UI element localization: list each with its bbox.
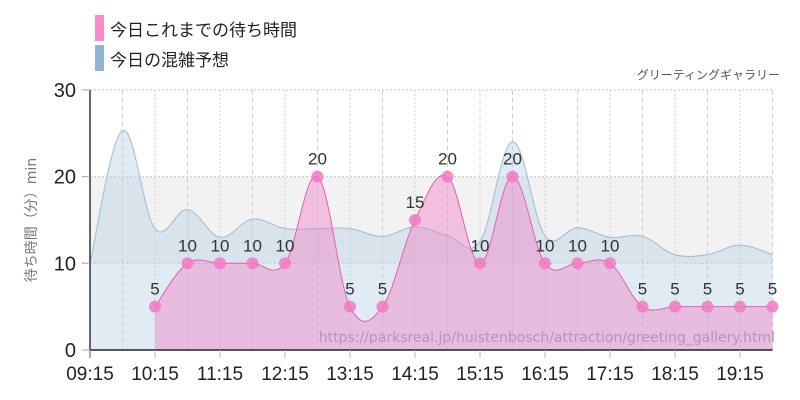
data-point[interactable] — [734, 300, 746, 313]
legend: 今日これまでの待ち時間 今日の混雑予想 — [95, 13, 297, 73]
x-tick-label: 18:15 — [651, 364, 699, 385]
data-value-label: 5 — [703, 280, 712, 299]
y-tick-label: 30 — [54, 80, 76, 102]
legend-label-actual: 今日これまでの待ち時間 — [110, 20, 297, 41]
y-tick-label: 0 — [65, 340, 76, 362]
data-value-label: 5 — [150, 280, 159, 299]
actual-series — [149, 170, 779, 350]
legend-label-forecast: 今日の混雑予想 — [110, 50, 229, 71]
data-value-label: 20 — [308, 150, 327, 169]
data-point[interactable] — [506, 170, 519, 183]
data-point[interactable] — [376, 300, 389, 313]
data-point[interactable] — [441, 170, 454, 183]
legend-swatch-actual — [95, 15, 104, 41]
x-tick-label: 12:15 — [261, 364, 309, 385]
data-value-label: 5 — [378, 280, 387, 299]
y-axis-label: 待ち時間（分）min — [24, 158, 40, 282]
data-point[interactable] — [669, 300, 681, 313]
y-tick-label: 20 — [54, 167, 76, 189]
data-value-label: 10 — [211, 236, 230, 255]
data-value-label: 5 — [670, 280, 679, 299]
x-tick-label: 10:15 — [131, 364, 179, 385]
x-tick-label: 16:15 — [521, 364, 569, 385]
forecast-series — [89, 130, 773, 350]
x-tick-label: 17:15 — [586, 364, 634, 385]
data-value-label: 5 — [638, 280, 647, 299]
x-tick-label: 11:15 — [197, 364, 243, 385]
data-value-label: 10 — [178, 236, 197, 255]
data-value-label: 20 — [438, 150, 457, 169]
data-point[interactable] — [474, 257, 486, 270]
data-value-label: 15 — [406, 193, 425, 212]
data-value-label: 20 — [503, 150, 522, 169]
data-value-label: 10 — [243, 236, 262, 255]
data-point[interactable] — [604, 257, 616, 270]
data-point[interactable] — [571, 257, 584, 270]
chart-subtitle: グリーティングギャラリー — [636, 68, 780, 82]
watermark-url: https://parksreal.jp/huistenbosch/attrac… — [319, 330, 775, 346]
data-point[interactable] — [636, 300, 649, 313]
x-tick-label: 15:15 — [456, 364, 504, 385]
data-value-label: 10 — [568, 236, 587, 255]
x-tick-label: 19:15 — [716, 364, 764, 385]
y-tick-label: 10 — [54, 253, 76, 275]
data-point[interactable] — [539, 257, 551, 270]
data-value-label: 10 — [471, 236, 490, 255]
data-value-label: 5 — [735, 280, 744, 299]
data-point[interactable] — [279, 257, 291, 270]
data-point[interactable] — [701, 300, 714, 313]
data-labels: 5 10 10 10 10 20 5 5 15 20 10 20 10 10 10 5 5 5 5 5 — [150, 150, 777, 299]
data-point[interactable] — [311, 170, 324, 183]
legend-item-actual[interactable]: 今日これまでの待ち時間 — [95, 13, 297, 43]
x-tick-label: 13:15 — [326, 364, 374, 385]
data-value-label: 10 — [276, 236, 295, 255]
data-point[interactable] — [766, 300, 779, 313]
legend-swatch-forecast — [95, 45, 104, 71]
data-point[interactable] — [246, 257, 259, 270]
highlight-band — [90, 176, 773, 264]
data-point[interactable] — [344, 300, 356, 313]
data-value-label: 5 — [345, 280, 354, 299]
data-point[interactable] — [409, 213, 421, 226]
data-value-label: 5 — [768, 280, 777, 299]
data-value-label: 10 — [536, 236, 555, 255]
axes: 0 10 20 30 09:15 10:15 11:15 12:15 13:15 14:15 15:… — [54, 80, 773, 385]
x-tick-label: 14:15 — [391, 364, 439, 385]
data-point[interactable] — [214, 257, 226, 270]
data-point[interactable] — [181, 257, 194, 270]
x-tick-label: 09:15 — [66, 364, 114, 385]
data-value-label: 10 — [601, 236, 620, 255]
legend-item-forecast[interactable]: 今日の混雑予想 — [95, 43, 297, 73]
data-point[interactable] — [149, 300, 161, 313]
